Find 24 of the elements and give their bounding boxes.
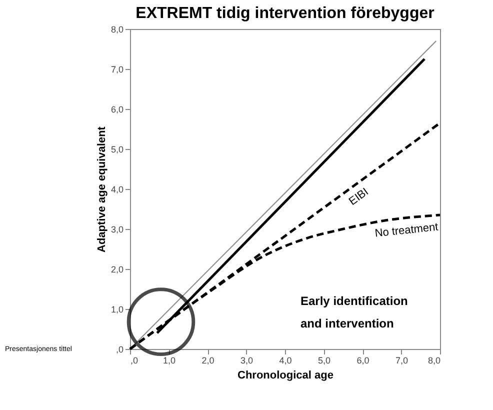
y-tick-label: ,0 [116,344,124,354]
y-tick-label: 6,0 [110,104,124,114]
x-axis-title: Chronological age [238,370,334,382]
y-axis-title: Adaptive age equivalent [96,126,108,252]
annotation: Early identification and intervention [300,294,408,330]
y-tick-label: 3,0 [110,224,124,234]
x-tick-label: 2,0 [202,356,214,366]
y-tick-label: 4,0 [110,184,124,194]
y-tick-label: 1,0 [110,304,124,314]
x-tick-label: 5,0 [318,356,331,366]
y-tick-label: 7,0 [110,64,124,74]
text: EIBI [346,186,371,208]
x-tick-label: 6,0 [356,356,370,366]
chart-title: EXTREMT tidig intervention förebygger [136,5,434,22]
y-tick-label: 5,0 [110,144,124,154]
x-tick-label: 4,0 [279,356,292,366]
x-tick-label: 1,0 [162,356,176,366]
y-tick-label: 2,0 [110,264,124,274]
x-tick-label: 7,0 [395,356,408,366]
x-tick-label: 3,0 [240,356,254,366]
x-tick-label: 8,0 [428,356,440,366]
y-tick-label: 8,0 [110,24,124,34]
x-tick-label: ,0 [130,356,138,366]
text: No treatment [374,221,439,240]
